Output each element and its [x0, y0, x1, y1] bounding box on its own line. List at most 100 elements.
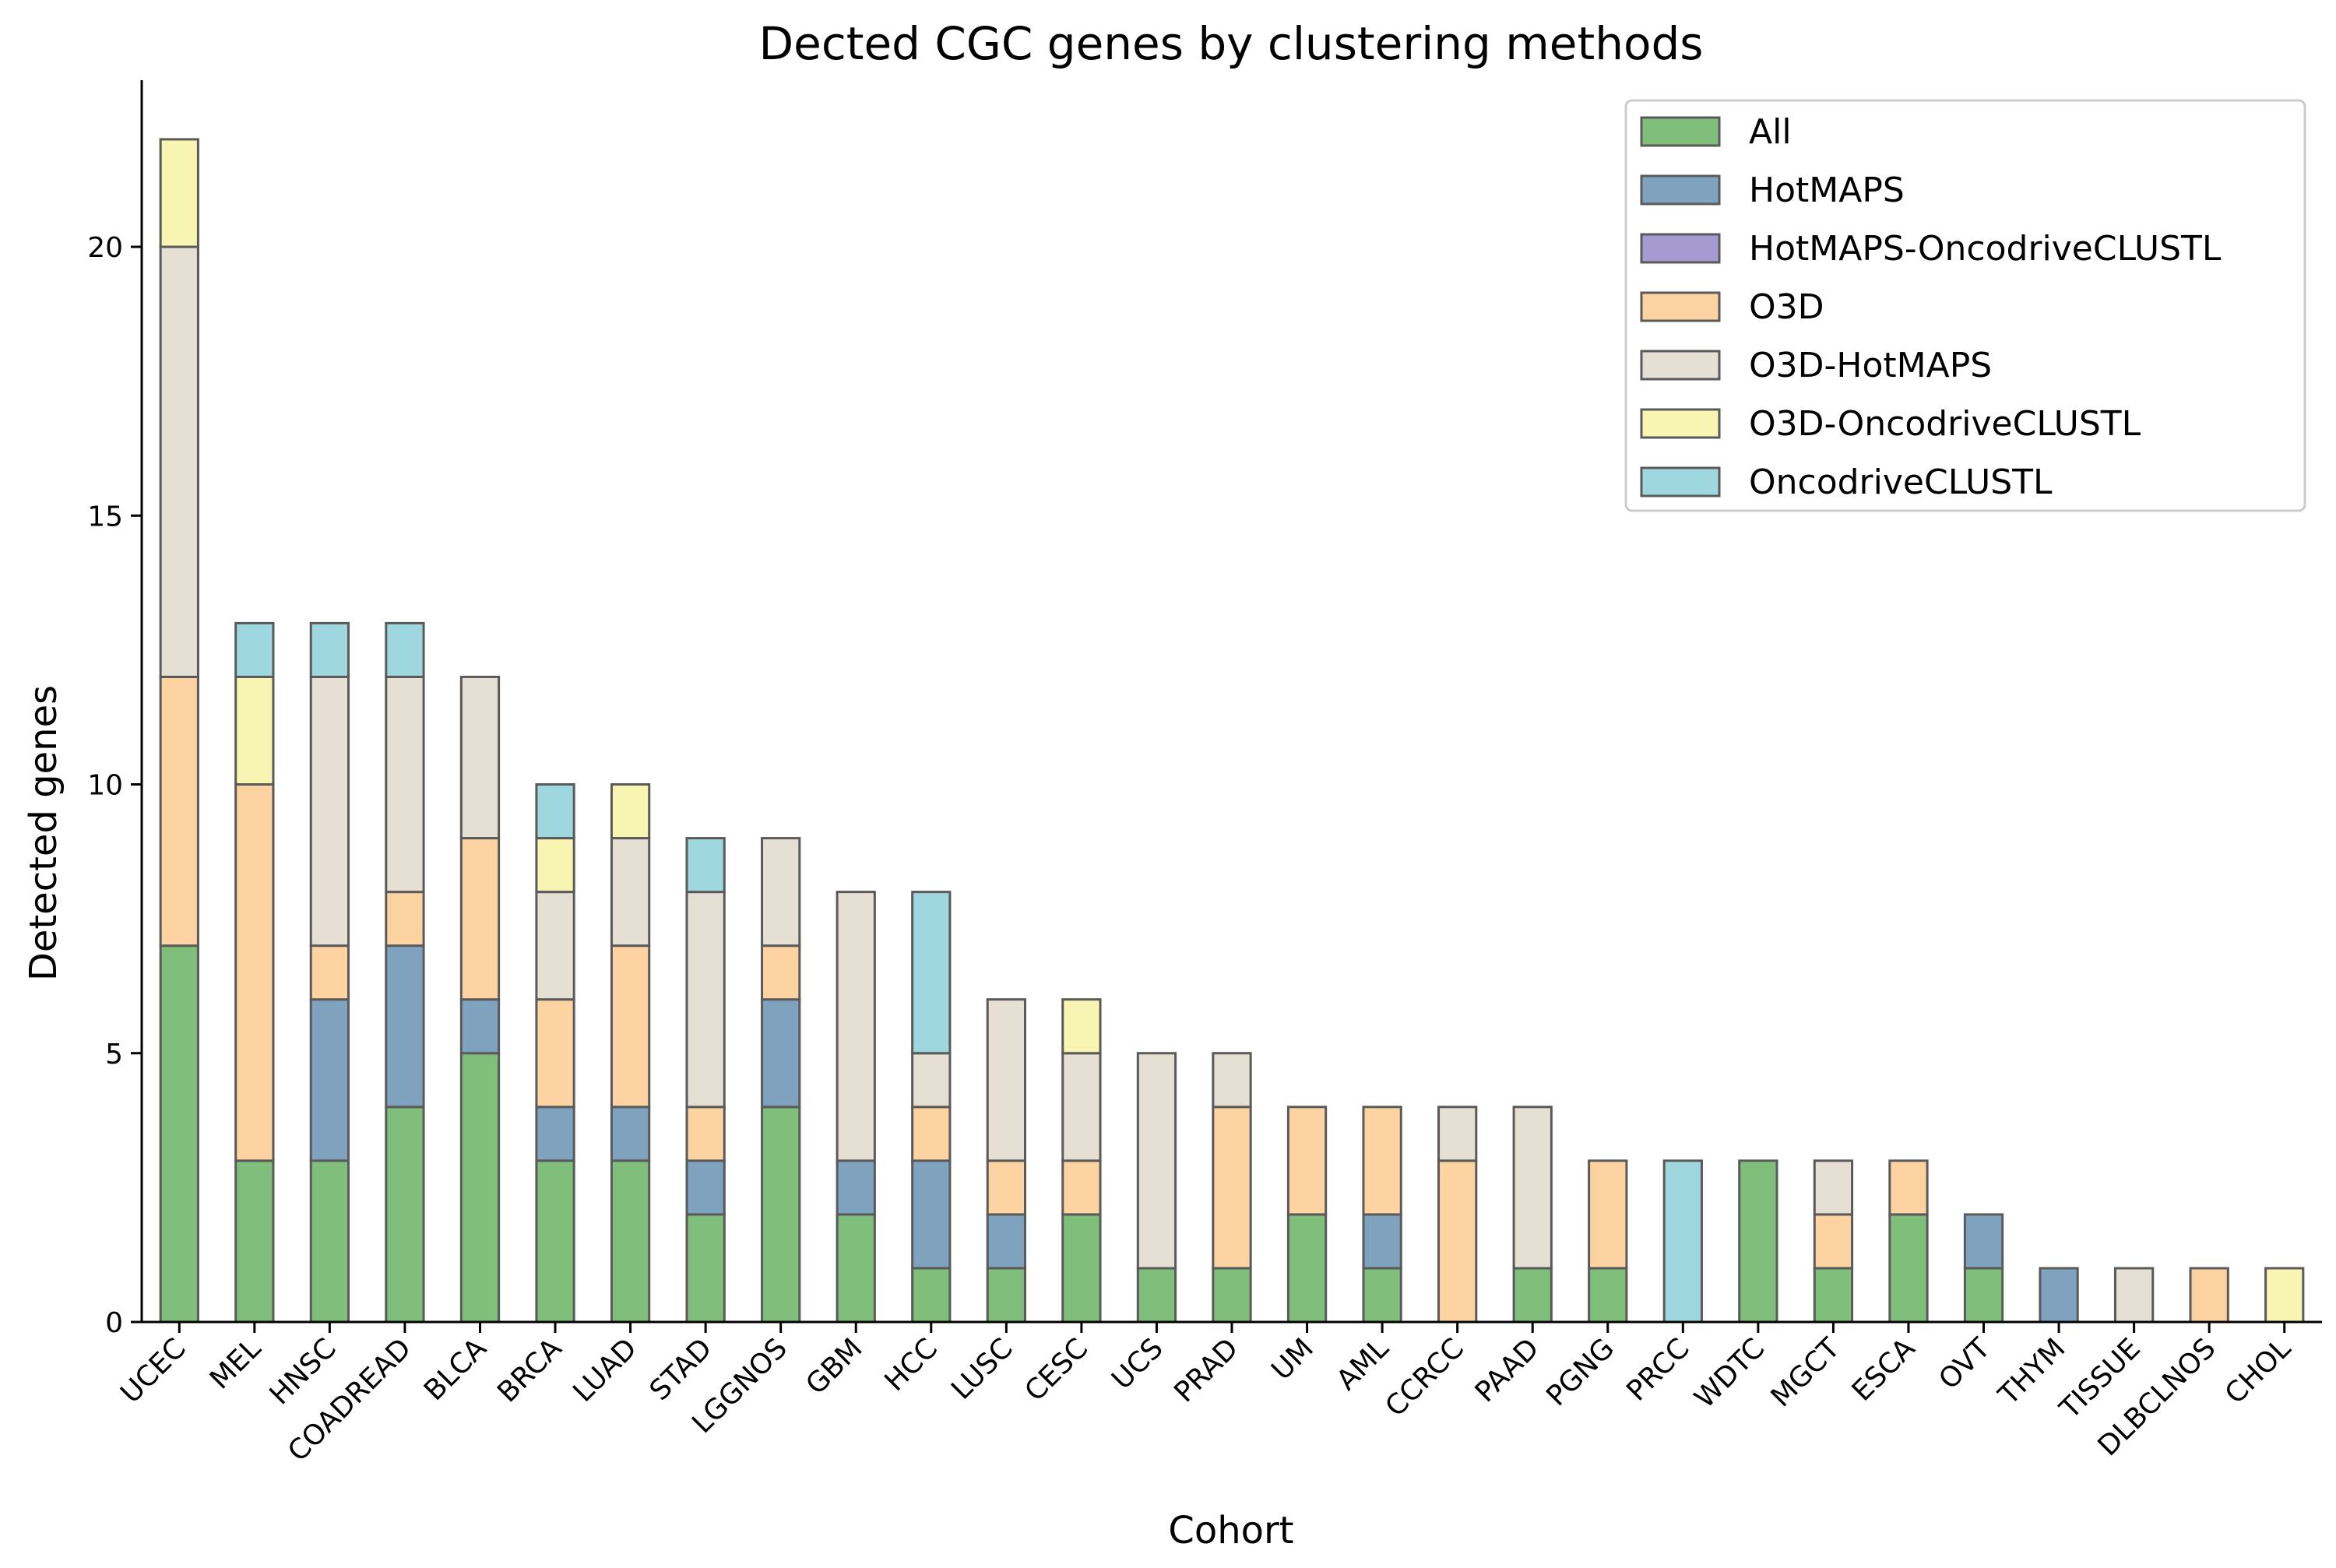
bar-segment	[610, 837, 651, 947]
bar-segment	[1963, 1267, 2004, 1324]
x-tick-label: OVT	[1933, 1332, 1997, 1396]
bar-segment	[234, 1159, 275, 1324]
x-tick-label: HCC	[878, 1332, 944, 1397]
bar-segment	[610, 944, 651, 1109]
bar-segment	[1362, 1213, 1402, 1270]
bar-segment	[1888, 1159, 1929, 1216]
bar-segment	[159, 138, 199, 248]
bar-segment	[309, 998, 350, 1162]
bar-segment	[836, 1159, 876, 1216]
bar-segment	[2039, 1267, 2079, 1324]
bar-segment	[1286, 1213, 1328, 1324]
bar-segment	[535, 998, 575, 1109]
bar-segment	[309, 675, 350, 947]
bar-segment	[911, 1106, 952, 1162]
bar-segment	[1662, 1159, 1703, 1324]
bar-segment	[2189, 1267, 2229, 1324]
bar-segment	[385, 891, 425, 947]
x-tick-label: CCRCC	[1380, 1332, 1471, 1423]
bar-segment	[685, 1106, 726, 1162]
x-tick-label: UCS	[1106, 1332, 1170, 1396]
x-tick-label: LUSC	[945, 1332, 1018, 1405]
x-tick-label: BRCA	[491, 1332, 568, 1408]
y-tick-label: 0	[105, 1307, 123, 1339]
legend-label: O3D-OncodriveCLUSTL	[1749, 404, 2141, 444]
bar-segment	[1963, 1213, 2004, 1270]
bar-segment	[986, 1159, 1026, 1216]
x-tick-label: MEL	[204, 1332, 267, 1395]
bar-segment	[1061, 1213, 1102, 1324]
bar-segment	[911, 1052, 952, 1109]
bar-segment	[1512, 1106, 1553, 1270]
bar-segment	[309, 621, 350, 678]
legend-swatch	[1640, 466, 1721, 497]
bar-segment	[234, 621, 275, 678]
bar-segment	[234, 783, 275, 1162]
bar-segment	[1362, 1106, 1402, 1216]
bar-segment	[761, 837, 801, 947]
legend-label: O3D	[1749, 287, 1824, 327]
bar-segment	[159, 944, 199, 1324]
bar-segment	[385, 1106, 425, 1324]
bar-segment	[159, 245, 199, 678]
bar-segment	[986, 998, 1026, 1162]
bar-segment	[1888, 1213, 1929, 1324]
bar-segment	[1212, 1267, 1252, 1324]
bar-segment	[1212, 1106, 1252, 1270]
bar-segment	[1512, 1267, 1553, 1324]
legend-label: O3D-HotMAPS	[1749, 346, 1992, 385]
bar-segment	[610, 783, 651, 840]
y-tick-label: 20	[87, 232, 123, 264]
legend-box	[1624, 99, 2306, 512]
legend-label: OncodriveCLUSTL	[1749, 462, 2053, 502]
bar-segment	[1061, 1159, 1102, 1216]
x-tick-label: AML	[1331, 1332, 1395, 1397]
bar-segment	[1588, 1267, 1628, 1324]
bar-segment	[385, 944, 425, 1109]
legend-label: HotMAPS	[1749, 171, 1905, 210]
bar-segment	[1212, 1052, 1252, 1109]
bar-segment	[309, 944, 350, 1001]
x-axis-label: Cohort	[1168, 1509, 1293, 1552]
x-tick-label: GBM	[800, 1332, 868, 1401]
bar-segment	[309, 1159, 350, 1324]
bar-segment	[459, 675, 501, 840]
x-tick-label: WDTC	[1689, 1332, 1771, 1415]
bar-segment	[535, 891, 575, 1001]
x-tick-label: PRAD	[1168, 1332, 1244, 1408]
bar-segment	[1437, 1106, 1478, 1162]
bar-segment	[459, 1052, 501, 1324]
bar-segment	[1286, 1106, 1328, 1216]
bar-series-group	[159, 138, 2305, 1324]
bar-segment	[2264, 1267, 2305, 1324]
legend-swatch	[1640, 408, 1721, 439]
legend-swatch	[1640, 174, 1721, 206]
legend-swatch	[1640, 233, 1721, 264]
bar-segment	[459, 837, 501, 1001]
bar-segment	[761, 998, 801, 1109]
legend-label: All	[1749, 112, 1792, 152]
x-tick-label: PGNG	[1540, 1332, 1620, 1412]
bar-segment	[535, 1159, 575, 1324]
x-tick-label: CESC	[1018, 1332, 1094, 1408]
bar-segment	[685, 891, 726, 1109]
x-tick-label: MGCT	[1765, 1332, 1847, 1414]
bar-segment	[610, 1159, 651, 1324]
x-tick-label: UCEC	[114, 1332, 192, 1409]
bar-segment	[911, 1267, 952, 1324]
legend-swatch	[1640, 291, 1721, 322]
legend: All HotMAPS HotMAPS-OncodriveCLUSTL O3D O3D-…	[1624, 99, 2306, 512]
bar-segment	[1061, 998, 1102, 1055]
y-tick-label: 5	[105, 1039, 123, 1071]
bar-segment	[385, 675, 425, 894]
bar-segment	[1813, 1213, 1854, 1270]
bar-segment	[685, 1159, 726, 1216]
bar-segment	[836, 891, 876, 1162]
bar-segment	[1136, 1052, 1177, 1270]
bar-segment	[1738, 1159, 1778, 1324]
bar-segment	[1362, 1267, 1402, 1324]
bar-segment	[685, 1213, 726, 1324]
bar-segment	[986, 1213, 1026, 1270]
legend-label: HotMAPS-OncodriveCLUSTL	[1749, 229, 2222, 269]
